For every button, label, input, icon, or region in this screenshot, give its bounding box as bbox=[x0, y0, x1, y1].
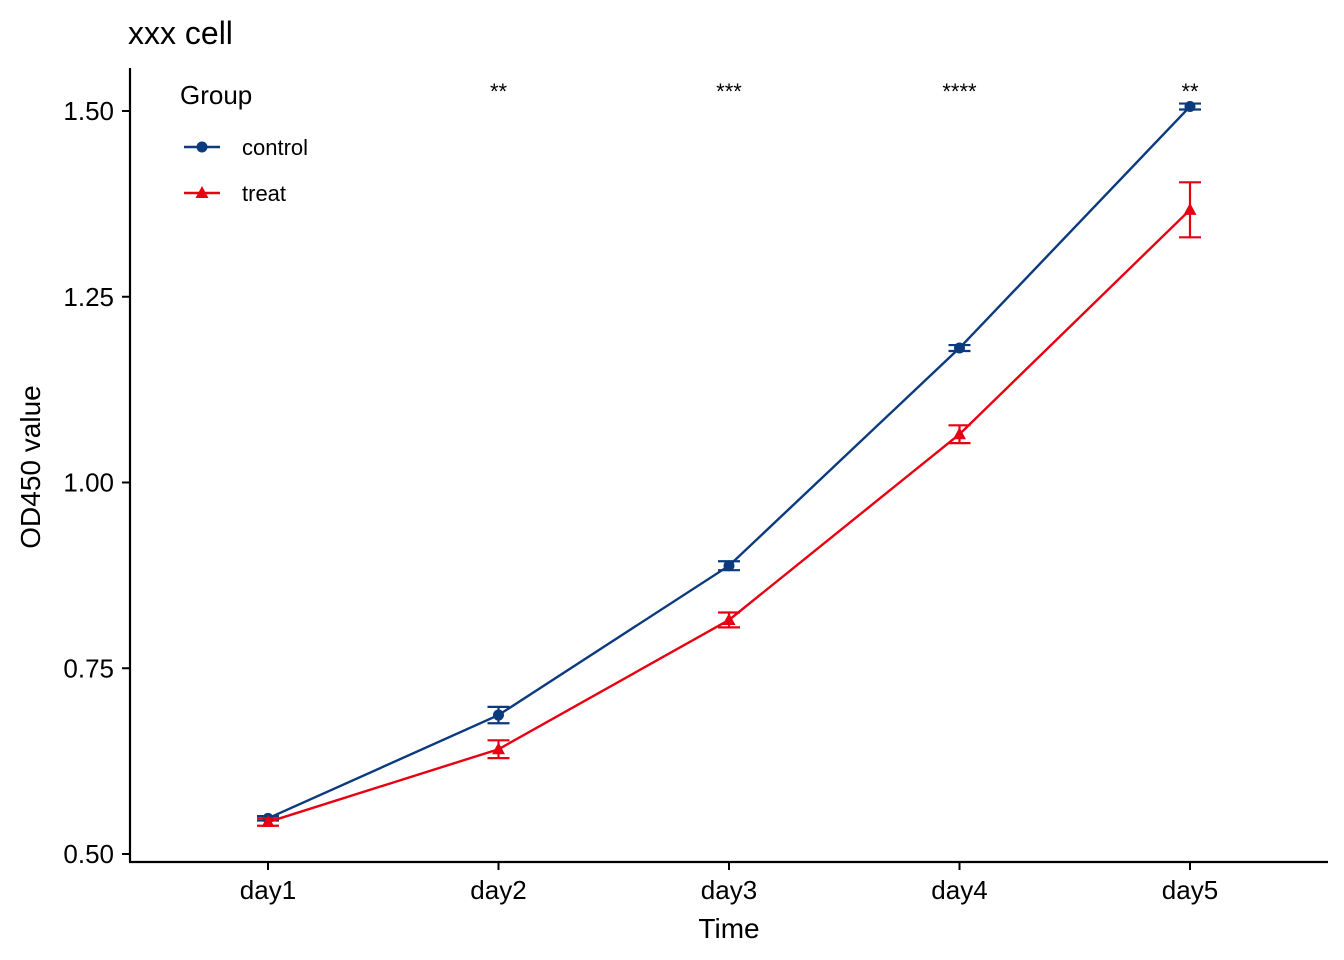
data-point bbox=[954, 342, 965, 354]
significance-label: *** bbox=[716, 79, 742, 104]
x-tick-label: day4 bbox=[931, 875, 987, 905]
legend-title: Group bbox=[180, 80, 252, 110]
data-point bbox=[492, 742, 505, 755]
x-tick-label: day3 bbox=[701, 875, 757, 905]
x-tick-label: day1 bbox=[240, 875, 296, 905]
axes bbox=[128, 68, 1328, 864]
significance-label: **** bbox=[942, 79, 977, 104]
data-point bbox=[1184, 101, 1196, 113]
legend: Group control treat bbox=[180, 80, 308, 206]
data-point bbox=[493, 709, 504, 721]
data-point bbox=[722, 612, 736, 625]
series-treat bbox=[257, 181, 1201, 828]
y-ticks: 0.50 0.75 1.00 1.25 1.50 bbox=[63, 96, 130, 869]
x-tick-label: day2 bbox=[470, 875, 526, 905]
chart-title: xxx cell bbox=[128, 15, 233, 51]
significance-label: ** bbox=[1181, 79, 1199, 104]
significance-label: ** bbox=[490, 79, 508, 104]
y-tick-label: 1.50 bbox=[63, 96, 114, 126]
data-point bbox=[1183, 202, 1197, 215]
legend-label: treat bbox=[242, 181, 286, 206]
series-line-treat bbox=[267, 208, 1191, 824]
data-point bbox=[953, 427, 966, 440]
legend-label: control bbox=[242, 135, 308, 160]
series-control bbox=[257, 101, 1201, 824]
legend-key-marker bbox=[196, 141, 208, 153]
legend-item-control: control bbox=[184, 135, 308, 160]
y-axis-title: OD450 value bbox=[15, 385, 46, 548]
legend-item-treat: treat bbox=[184, 181, 286, 206]
x-ticks: day1 day2 day3 day4 day5 bbox=[240, 862, 1218, 905]
y-tick-label: 0.50 bbox=[63, 839, 114, 869]
x-axis-title: Time bbox=[698, 913, 759, 944]
y-tick-label: 1.00 bbox=[63, 468, 114, 498]
x-tick-label: day5 bbox=[1162, 875, 1218, 905]
data-point bbox=[261, 815, 275, 828]
data-point bbox=[723, 560, 735, 572]
y-tick-label: 0.75 bbox=[63, 653, 114, 683]
series-line-control bbox=[267, 105, 1191, 820]
series-layer bbox=[257, 101, 1201, 828]
significance-annotations: ** *** **** ** bbox=[490, 79, 1199, 104]
y-tick-label: 1.25 bbox=[63, 282, 114, 312]
legend-key-marker bbox=[195, 186, 209, 198]
